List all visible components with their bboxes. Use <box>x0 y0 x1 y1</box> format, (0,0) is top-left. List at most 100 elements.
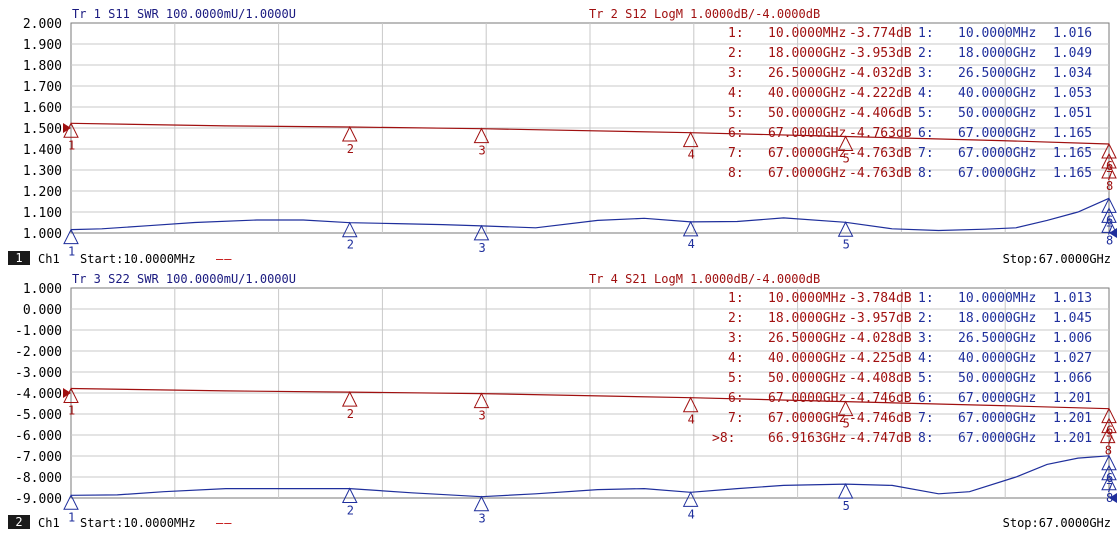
y-tick-label: 1.700 <box>23 80 62 95</box>
marker-readout-index-right: 2: <box>728 311 744 326</box>
marker-readout-value-left: 1.201 <box>1053 391 1092 406</box>
trace-line-left <box>70 455 1110 498</box>
marker-triangle <box>682 220 699 237</box>
marker-readout-frequency-right: 26.5000GHz <box>768 331 846 346</box>
start-frequency[interactable]: Start:10.0000MHz <box>80 252 196 266</box>
marker-readout-value-left: 1.045 <box>1053 311 1092 326</box>
marker-triangle <box>1101 217 1117 233</box>
reference-arrow-right-trace <box>63 388 71 398</box>
marker-triangle <box>1101 162 1117 179</box>
marker-number: 8 <box>1106 233 1113 247</box>
start-frequency[interactable]: Start:10.0000MHz <box>80 516 196 530</box>
marker-readout-value-right: -4.763dB <box>849 166 912 181</box>
marker-triangle <box>341 390 358 407</box>
marker-readout-index-left: 1: <box>918 291 934 306</box>
marker-readout-frequency-right: 67.0000GHz <box>768 146 846 161</box>
marker-triangle <box>1101 454 1117 471</box>
trace-legend: —— <box>216 252 233 266</box>
marker-triangle <box>837 135 854 152</box>
y-tick-label: 1.900 <box>23 38 62 53</box>
marker-readout-index-left: 5: <box>918 371 934 386</box>
marker-readout-value-right: -4.225dB <box>849 351 912 366</box>
marker-triangle <box>1101 474 1117 491</box>
marker-number: 3 <box>478 144 485 158</box>
y-tick-label: -9.000 <box>15 492 62 507</box>
marker-readout-index-right: 1: <box>728 291 744 306</box>
marker-readout-index-left: 4: <box>918 86 934 101</box>
marker-readout-index-left: 8: <box>918 431 934 446</box>
marker-number: 7 <box>1106 169 1113 183</box>
marker-readout-frequency-right: 67.0000GHz <box>768 166 846 181</box>
marker-readout-value-left: 1.006 <box>1053 331 1092 346</box>
marker-triangle <box>341 221 358 238</box>
marker-triangle <box>682 131 699 148</box>
marker-readout-frequency-left: 67.0000GHz <box>958 431 1036 446</box>
channel-number-badge[interactable]: 2 <box>8 515 30 529</box>
marker-readout-index-left: 6: <box>918 391 934 406</box>
y-tick-label: -2.000 <box>15 345 62 360</box>
y-tick-label: 1.000 <box>23 227 62 242</box>
y-tick-label: -4.000 <box>15 387 62 402</box>
marker-triangle <box>837 221 854 237</box>
reference-arrow-left-trace <box>1109 493 1117 503</box>
trace-title-right: Tr 4 S21 LogM 1.0000dB/-4.0000dB <box>589 272 820 286</box>
marker-triangle <box>473 127 490 144</box>
channel-bar-1: 1 Ch1 Start:10.0000MHz —— Stop:67.0000GH… <box>0 250 1119 268</box>
marker-readout-value-left: 1.201 <box>1053 411 1092 426</box>
marker-readout-index-left: 4: <box>918 351 934 366</box>
marker-readout-frequency-right: 67.0000GHz <box>768 391 846 406</box>
trace-line-right <box>70 387 1110 410</box>
marker-readout-frequency-right: 18.0000GHz <box>768 311 846 326</box>
marker-number: 1 <box>68 138 75 152</box>
marker-triangle <box>341 487 358 504</box>
marker-readout-frequency-left: 10.0000MHz <box>958 26 1036 41</box>
channel-number-badge[interactable]: 1 <box>8 251 30 265</box>
marker-readout-index-left: 6: <box>918 126 934 141</box>
marker-number: 8 <box>1105 444 1112 458</box>
marker-readout-index-left: 2: <box>918 311 934 326</box>
marker-readout-index-right: 6: <box>728 126 744 141</box>
marker-readout-value-right: -4.406dB <box>849 106 912 121</box>
marker-number: 1 <box>68 510 75 524</box>
marker-readout-index-right: 4: <box>728 86 744 101</box>
marker-readout-frequency-left: 26.5000GHz <box>958 66 1036 81</box>
y-tick-label: 1.400 <box>23 143 62 158</box>
y-tick-label: 1.100 <box>23 206 62 221</box>
marker-readout-frequency-right: 40.0000GHz <box>768 351 846 366</box>
marker-readout-frequency-right: 50.0000GHz <box>768 371 846 386</box>
marker-number: 5 <box>843 237 850 251</box>
marker-readout-frequency-left: 67.0000GHz <box>958 166 1036 181</box>
marker-readout-frequency-left: 67.0000GHz <box>958 146 1036 161</box>
y-tick-label: 2.000 <box>23 17 62 32</box>
marker-number: 7 <box>1106 223 1113 237</box>
marker-number: 8 <box>1106 491 1113 505</box>
marker-readout-value-left: 1.051 <box>1053 106 1092 121</box>
marker-readout-index-right: 5: <box>728 371 744 386</box>
marker-readout-value-left: 1.049 <box>1053 46 1092 61</box>
marker-number: 2 <box>347 142 354 156</box>
marker-readout-value-right: -4.746dB <box>849 391 912 406</box>
y-tick-label: -8.000 <box>15 471 62 486</box>
trace-title-left: Tr 3 S22 SWR 100.0000mU/1.0000U <box>72 272 296 286</box>
marker-number: 4 <box>688 507 695 521</box>
y-tick-label: 1.300 <box>23 164 62 179</box>
marker-triangle <box>63 387 79 403</box>
marker-number: 7 <box>1106 434 1113 448</box>
marker-readout-value-left: 1.053 <box>1053 86 1092 101</box>
marker-triangle <box>682 396 699 413</box>
stop-frequency[interactable]: Stop:67.0000GHz <box>1002 252 1111 266</box>
marker-number: 5 <box>843 417 850 431</box>
marker-number: 5 <box>843 499 850 513</box>
marker-number: 1 <box>68 403 75 417</box>
marker-triangle <box>1101 464 1117 481</box>
marker-readout-index-right: 6: <box>728 391 744 406</box>
marker-readout-index-right: 8: <box>728 166 744 181</box>
marker-readout-frequency-right: 50.0000GHz <box>768 106 846 121</box>
marker-number: 3 <box>478 512 485 526</box>
trace-title-left: Tr 1 S11 SWR 100.0000mU/1.0000U <box>72 7 296 21</box>
marker-triangle <box>1101 207 1117 223</box>
stop-frequency[interactable]: Stop:67.0000GHz <box>1002 516 1111 530</box>
marker-readout-value-left: 1.165 <box>1053 146 1092 161</box>
marker-readout-index-left: 1: <box>918 26 934 41</box>
